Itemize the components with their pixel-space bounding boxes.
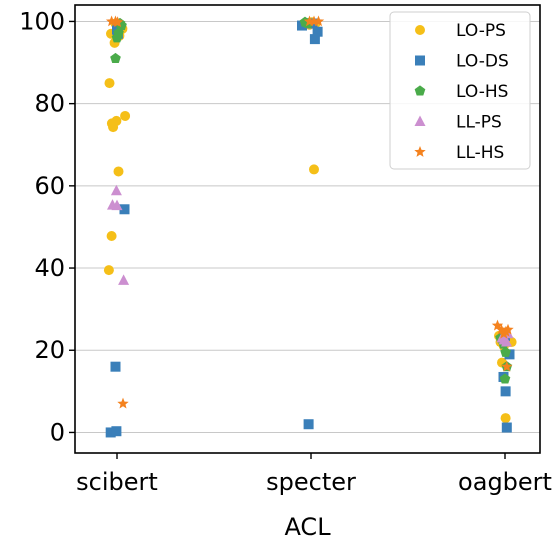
legend-marker-lo-ps <box>415 25 425 35</box>
data-point-lo-ds <box>309 34 320 45</box>
data-point-ll-hs <box>117 397 129 409</box>
legend-marker-lo-hs <box>414 85 426 96</box>
legend-marker-lo-ds <box>415 55 425 66</box>
legend-label-ll-hs: LL-HS <box>456 143 504 163</box>
data-point-lo-ds <box>111 426 122 437</box>
y-tick-label: 60 <box>34 172 65 200</box>
data-point-ll-hs <box>308 15 320 27</box>
legend-marker-ll-ps <box>414 115 426 126</box>
x-tick-label: specter <box>266 468 356 496</box>
data-point-lo-ps <box>104 78 115 89</box>
data-point-ll-hs <box>501 360 513 372</box>
data-point-lo-hs <box>499 373 511 384</box>
x-axis-ticks: scibert specter oagbert <box>76 453 552 496</box>
data-point-lo-ds <box>312 26 323 37</box>
legend-marker-ll-hs <box>414 146 426 157</box>
data-point-lo-ps <box>111 115 122 126</box>
data-point-lo-hs <box>500 346 511 357</box>
data-point-ll-ps <box>111 199 123 211</box>
data-point-lo-ds <box>500 386 511 397</box>
data-point-ll-hs <box>303 15 316 27</box>
data-point-ll-ps <box>118 274 130 285</box>
legend-label-ll-ps: LL-PS <box>456 113 502 133</box>
data-point-ll-hs <box>495 323 508 335</box>
legend: LO-PS LO-DS LO-HS LL-PS LL-HS <box>389 11 531 170</box>
data-point-lo-ps <box>103 265 114 276</box>
legend-label-lo-ds: LO-DS <box>456 52 509 72</box>
legend-label-lo-ps: LO-PS <box>456 21 506 41</box>
data-point-lo-ps <box>309 164 319 175</box>
data-point-lo-ds <box>119 204 130 215</box>
data-point-ll-hs <box>502 323 514 335</box>
legend-label-lo-hs: LO-HS <box>456 82 508 102</box>
y-tick-label: 100 <box>19 7 65 35</box>
y-tick-label: 40 <box>34 254 65 282</box>
data-point-lo-ds <box>501 422 512 433</box>
data-point-lo-ds <box>110 361 121 372</box>
data-point-ll-ps <box>110 184 122 196</box>
legend-box <box>389 11 531 170</box>
y-tick-label: 80 <box>34 90 65 118</box>
x-axis-label: ACL <box>284 513 331 541</box>
data-point-lo-ps <box>106 230 117 241</box>
data-point-ll-ps <box>501 336 512 347</box>
plot-area-frame <box>74 4 541 454</box>
data-point-ll-hs <box>111 16 124 28</box>
data-point-lo-ds <box>105 427 116 438</box>
x-tick-label: oagbert <box>458 468 552 496</box>
data-point-ll-hs <box>312 15 325 27</box>
y-axis-ticks: 0 20 40 60 80 100 <box>19 7 75 446</box>
data-point-lo-ps <box>120 110 131 121</box>
y-tick-label: 0 <box>50 418 65 446</box>
data-point-lo-ds <box>303 419 314 430</box>
y-tick-label: 20 <box>34 336 65 364</box>
x-tick-label: scibert <box>76 468 158 496</box>
data-point-ll-hs <box>491 319 504 331</box>
data-point-lo-ps <box>113 166 124 177</box>
data-point-lo-hs <box>110 52 121 63</box>
data-point-lo-ps <box>500 413 511 424</box>
data-points <box>103 15 517 438</box>
